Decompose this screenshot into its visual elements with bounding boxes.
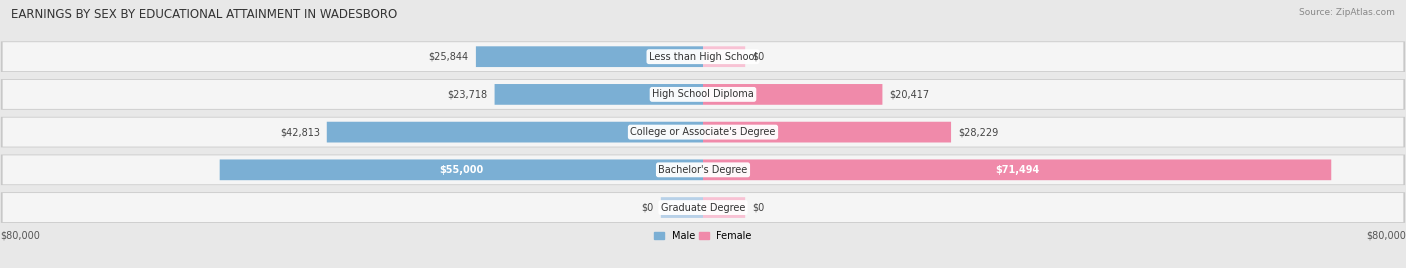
Text: EARNINGS BY SEX BY EDUCATIONAL ATTAINMENT IN WADESBORO: EARNINGS BY SEX BY EDUCATIONAL ATTAINMEN… <box>11 8 398 21</box>
Legend: Male, Female: Male, Female <box>654 231 752 241</box>
FancyBboxPatch shape <box>703 46 745 67</box>
Text: $23,718: $23,718 <box>447 90 488 99</box>
FancyBboxPatch shape <box>1 155 1405 185</box>
FancyBboxPatch shape <box>703 159 1331 180</box>
FancyBboxPatch shape <box>703 197 745 218</box>
Text: $80,000: $80,000 <box>1367 231 1406 241</box>
FancyBboxPatch shape <box>475 46 703 67</box>
Text: $0: $0 <box>641 203 654 213</box>
FancyBboxPatch shape <box>3 193 1403 222</box>
Text: $71,494: $71,494 <box>995 165 1039 175</box>
FancyBboxPatch shape <box>703 84 883 105</box>
FancyBboxPatch shape <box>326 122 703 143</box>
Text: $55,000: $55,000 <box>439 165 484 175</box>
Text: Bachelor's Degree: Bachelor's Degree <box>658 165 748 175</box>
Text: $28,229: $28,229 <box>957 127 998 137</box>
Text: Less than High School: Less than High School <box>650 52 756 62</box>
FancyBboxPatch shape <box>1 79 1405 110</box>
FancyBboxPatch shape <box>1 117 1405 147</box>
FancyBboxPatch shape <box>703 122 950 143</box>
Text: High School Diploma: High School Diploma <box>652 90 754 99</box>
Text: $0: $0 <box>752 203 765 213</box>
FancyBboxPatch shape <box>3 42 1403 71</box>
FancyBboxPatch shape <box>661 197 703 218</box>
FancyBboxPatch shape <box>219 159 703 180</box>
Text: College or Associate's Degree: College or Associate's Degree <box>630 127 776 137</box>
FancyBboxPatch shape <box>3 80 1403 109</box>
Text: Graduate Degree: Graduate Degree <box>661 203 745 213</box>
FancyBboxPatch shape <box>495 84 703 105</box>
Text: Source: ZipAtlas.com: Source: ZipAtlas.com <box>1299 8 1395 17</box>
FancyBboxPatch shape <box>3 118 1403 147</box>
Text: $25,844: $25,844 <box>429 52 468 62</box>
Text: $42,813: $42,813 <box>280 127 319 137</box>
FancyBboxPatch shape <box>1 41 1405 72</box>
FancyBboxPatch shape <box>3 155 1403 184</box>
FancyBboxPatch shape <box>1 192 1405 223</box>
Text: $20,417: $20,417 <box>890 90 929 99</box>
Text: $0: $0 <box>752 52 765 62</box>
Text: $80,000: $80,000 <box>0 231 39 241</box>
